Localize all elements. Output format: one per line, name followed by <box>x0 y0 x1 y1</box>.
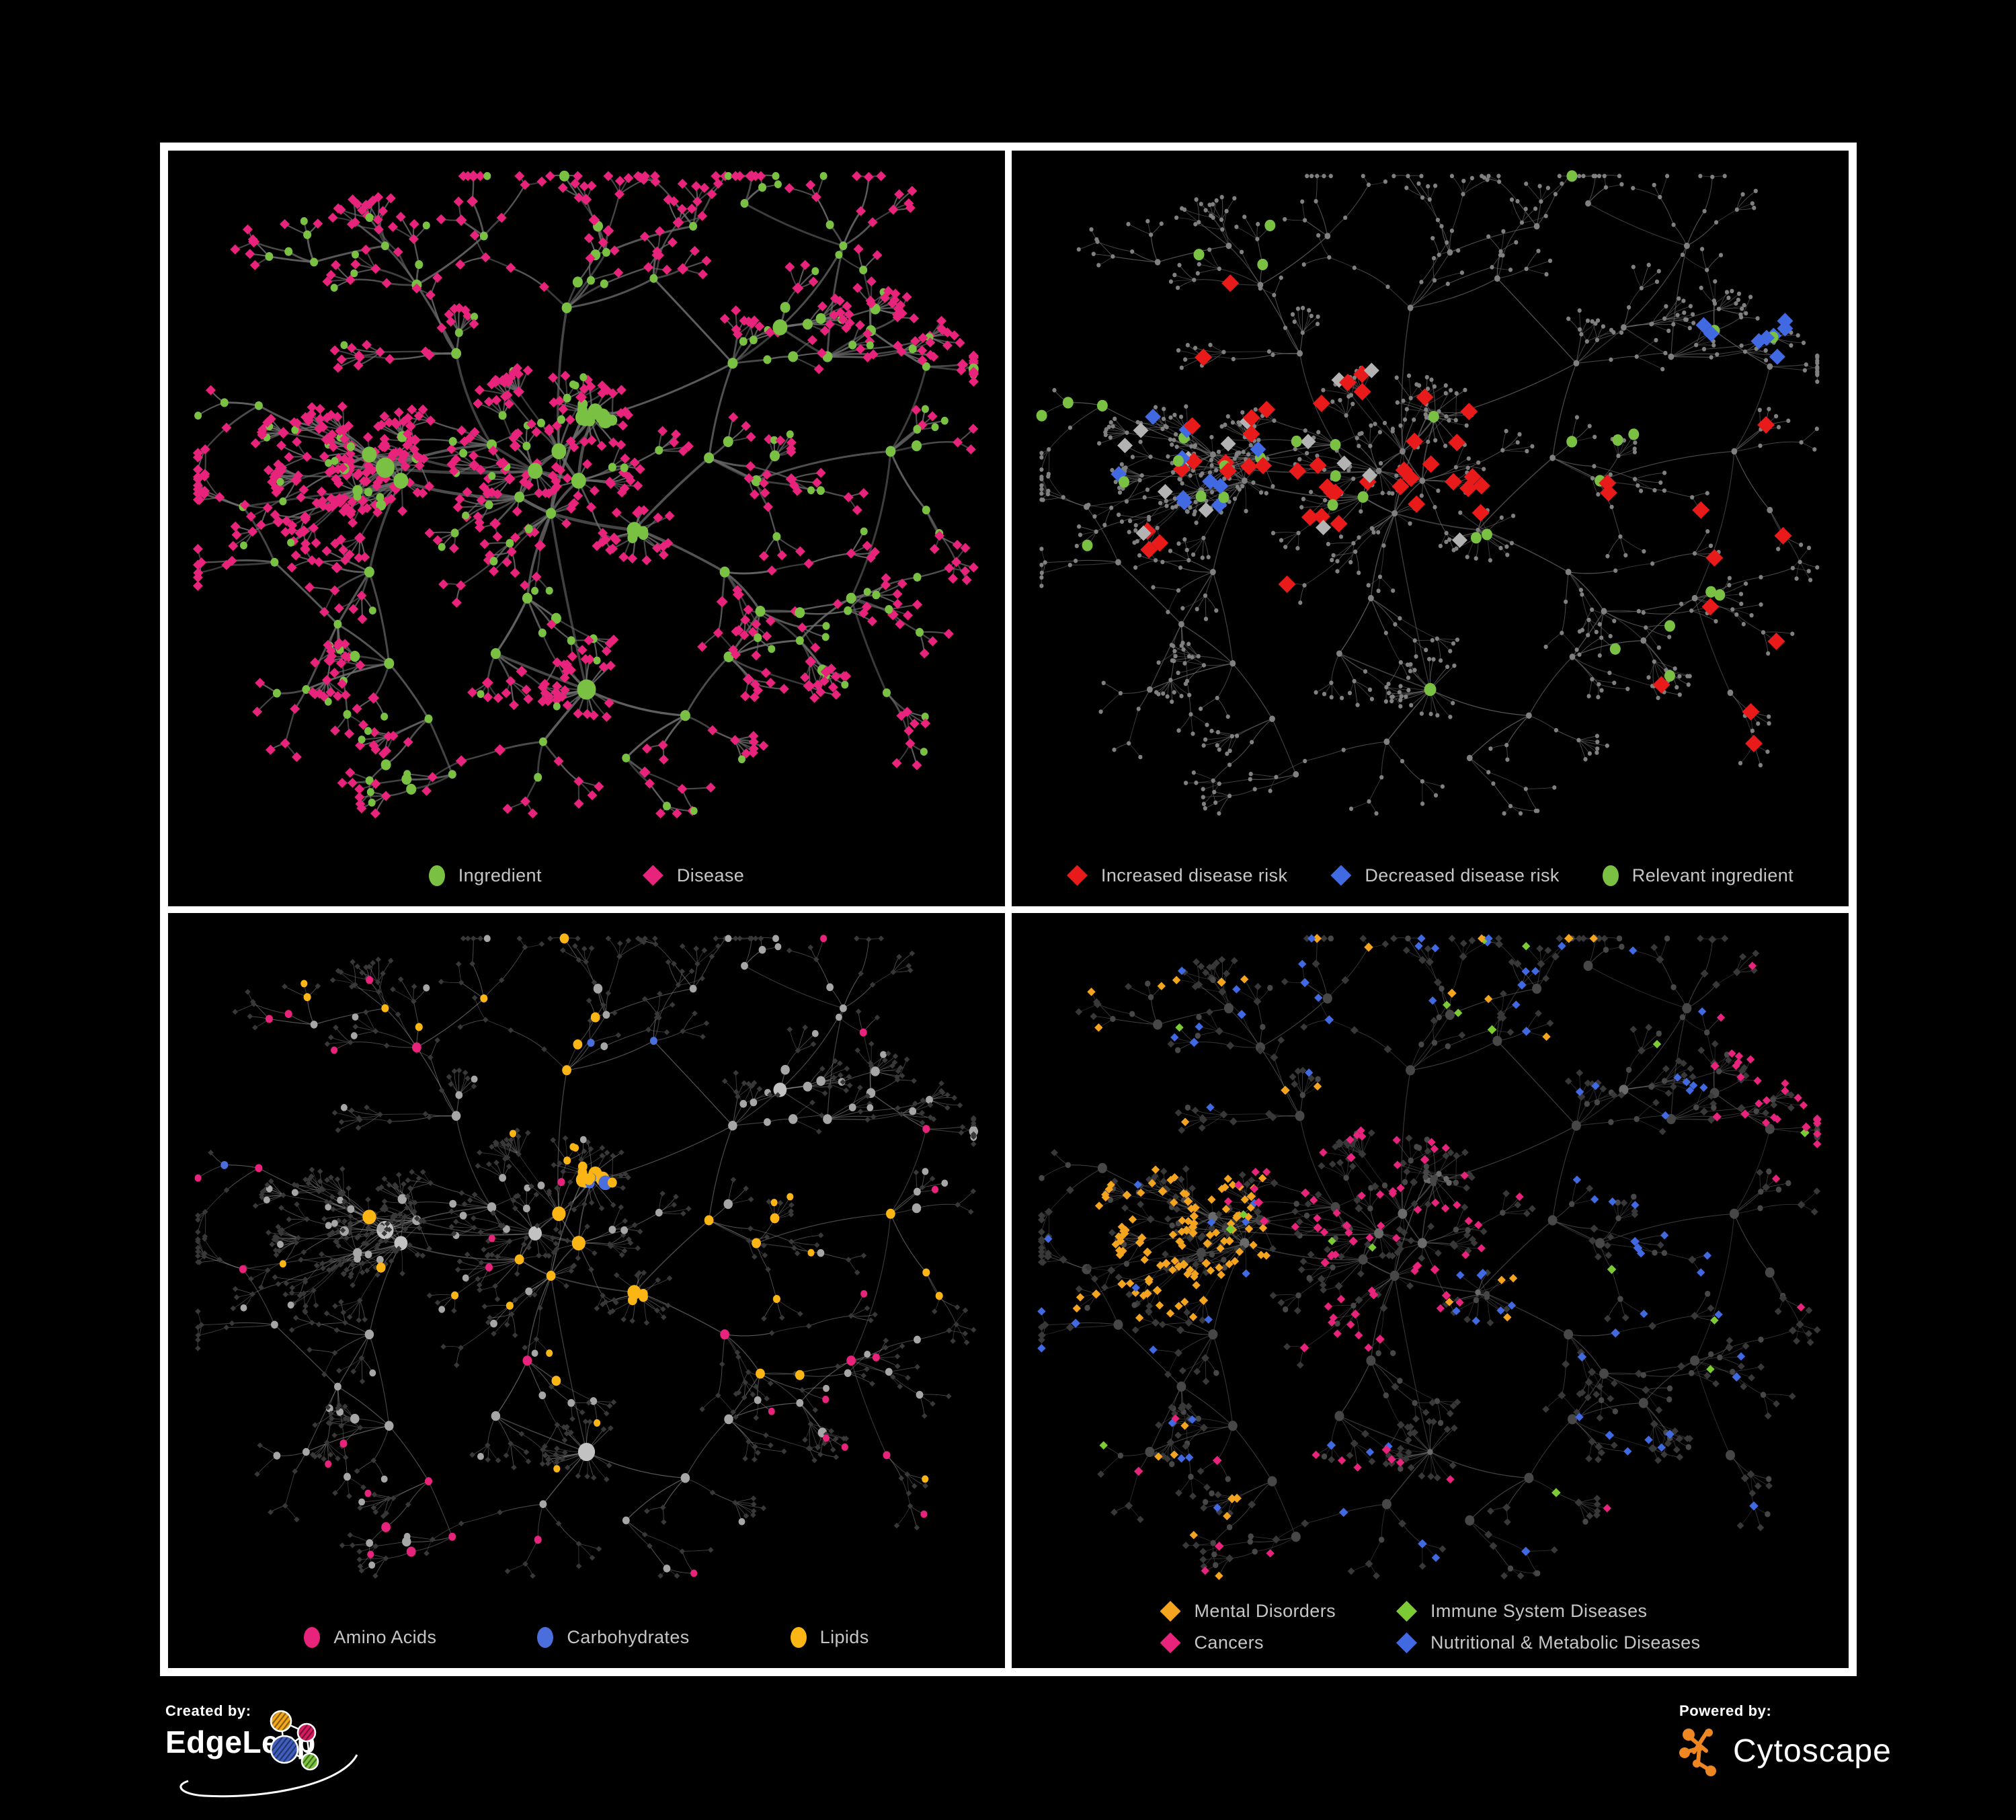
legend-item-increased-risk: Increased disease risk <box>1066 865 1288 886</box>
amino-acids-marker-icon <box>304 1627 321 1648</box>
cytoscape-logo-text: Cytoscape <box>1733 1733 1892 1769</box>
legend-label: Mental Disorders <box>1194 1601 1336 1621</box>
legend-item-metabolic-diseases: Nutritional & Metabolic Diseases <box>1396 1632 1700 1653</box>
legend-item-decreased-risk: Decreased disease risk <box>1330 865 1559 886</box>
legend-label: Lipids <box>819 1627 869 1647</box>
legend-label: Disease <box>676 865 745 885</box>
legend-label: Increased disease risk <box>1100 865 1288 885</box>
legend-nutrient-classes: Amino Acids Carbohydrates Lipids <box>168 1627 1005 1648</box>
legend-label: Immune System Diseases <box>1430 1601 1648 1621</box>
legend-label: Ingredient <box>458 865 542 885</box>
legend-ingredient-disease: Ingredient Disease <box>168 865 1005 886</box>
legend-item-disease: Disease <box>642 865 745 886</box>
legend-label: Carbohydrates <box>567 1627 690 1647</box>
legend-label: Relevant ingredient <box>1631 865 1794 885</box>
disease-marker-icon <box>642 865 663 886</box>
lipids-marker-icon <box>790 1627 807 1648</box>
network-ingredient-disease <box>192 170 979 819</box>
panel-disease-classes: Mental Disorders Immune System Diseases … <box>1012 912 1849 1668</box>
network-nutrient-classes <box>194 933 979 1579</box>
legend-item-relevant-ingredient: Relevant ingredient <box>1602 865 1794 886</box>
created-by-block: Created by: EdgeLeap <box>165 1702 407 1820</box>
immune-diseases-marker-icon <box>1396 1601 1417 1622</box>
mental-disorders-marker-icon <box>1160 1601 1181 1622</box>
legend-item-lipids: Lipids <box>790 1627 869 1648</box>
legend-label: Nutritional & Metabolic Diseases <box>1430 1632 1701 1653</box>
panel-ingredient-disease: Ingredient Disease <box>168 151 1005 906</box>
legend-disease-classes: Mental Disorders Immune System Diseases … <box>1012 1601 1849 1653</box>
legend-label: Cancers <box>1194 1632 1264 1653</box>
cancers-marker-icon <box>1160 1632 1181 1653</box>
legend-item-amino-acids: Amino Acids <box>304 1627 436 1648</box>
legend-item-carbohydrates: Carbohydrates <box>537 1627 689 1648</box>
cytoscape-logo-icon <box>1679 1729 1716 1776</box>
panel-disease-risk: Increased disease risk Decreased disease… <box>1012 151 1849 906</box>
legend-item-ingredient: Ingredient <box>428 865 542 886</box>
legend-item-cancers: Cancers <box>1160 1632 1336 1653</box>
metabolic-diseases-marker-icon <box>1396 1632 1417 1653</box>
panel-nutrient-classes: Amino Acids Carbohydrates Lipids <box>168 912 1005 1668</box>
legend-item-mental-disorders: Mental Disorders <box>1160 1601 1336 1622</box>
relevant-ingredient-marker-icon <box>1602 865 1619 886</box>
edgeleap-logo-icon <box>179 1710 358 1798</box>
legend-disease-risk: Increased disease risk Decreased disease… <box>1012 865 1849 886</box>
decreased-risk-marker-icon <box>1330 865 1352 886</box>
panel-grid: Ingredient Disease Increased disease ris… <box>160 143 1857 1676</box>
increased-risk-marker-icon <box>1066 865 1088 886</box>
legend-label: Amino Acids <box>333 1627 437 1647</box>
powered-by-label: Powered by: <box>1679 1702 1772 1719</box>
legend-label: Decreased disease risk <box>1365 865 1560 885</box>
carbohydrates-marker-icon <box>537 1627 554 1648</box>
network-disease-risk <box>1036 170 1820 816</box>
created-by-label: Created by: <box>165 1702 251 1719</box>
network-disease-classes <box>1037 933 1822 1580</box>
powered-by-block: Powered by: Cytoscape <box>1679 1702 1975 1803</box>
edgeleap-logo-text: EdgeLeap <box>165 1725 316 1759</box>
ingredient-marker-icon <box>428 865 445 886</box>
legend-item-immune-diseases: Immune System Diseases <box>1396 1601 1700 1622</box>
